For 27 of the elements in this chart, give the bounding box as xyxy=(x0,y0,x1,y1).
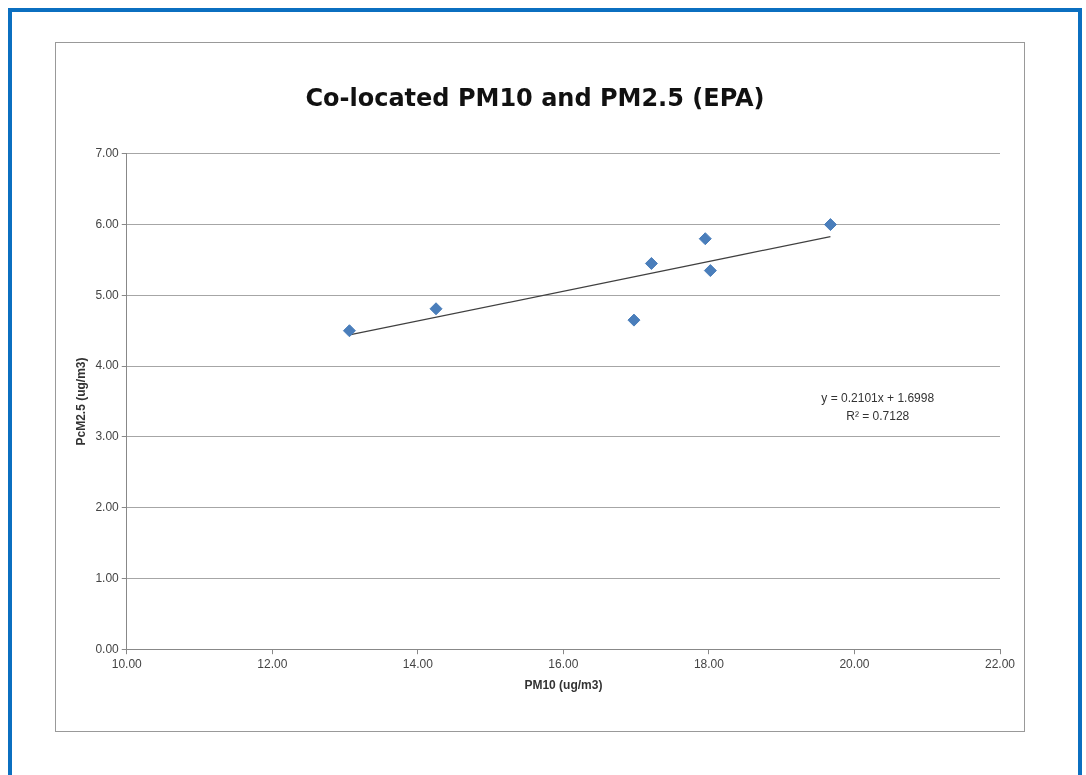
x-tick-label: 18.00 xyxy=(693,656,725,671)
y-axis-title: PcM2.5 (ug/m3) xyxy=(73,357,88,446)
point xyxy=(698,232,712,246)
y-tick-label: 4.00 xyxy=(95,358,120,373)
y-tick-label: 3.00 xyxy=(95,429,120,444)
x-tick-label: 20.00 xyxy=(839,656,870,671)
x-tick-label: 12.00 xyxy=(257,656,288,671)
y-tick-label: 5.00 xyxy=(95,287,120,302)
annotation: y = 0.2101x + 1.6998 xyxy=(821,390,935,405)
point xyxy=(342,324,356,338)
point xyxy=(627,313,641,327)
chart-title: Co-located PM10 and PM2.5 (EPA) xyxy=(305,83,765,112)
y-tick-label: 7.00 xyxy=(95,146,120,161)
y-tick-label: 6.00 xyxy=(95,216,120,231)
point xyxy=(703,264,717,278)
x-tick-label: 10.00 xyxy=(111,656,143,671)
x-tick-label: 14.00 xyxy=(402,656,434,671)
point xyxy=(823,218,837,232)
annotation: R² = 0.7128 xyxy=(846,408,910,423)
y-tick-label: 1.00 xyxy=(95,570,120,585)
x-axis-title: PM10 (ug/m3) xyxy=(524,678,603,693)
y-tick-label: 2.00 xyxy=(95,499,120,514)
point xyxy=(429,302,443,316)
x-tick-label: 16.00 xyxy=(548,656,579,671)
point xyxy=(644,257,658,270)
x-tick-label: 22.00 xyxy=(984,656,1016,671)
y-tick-label: 0.00 xyxy=(95,641,120,656)
